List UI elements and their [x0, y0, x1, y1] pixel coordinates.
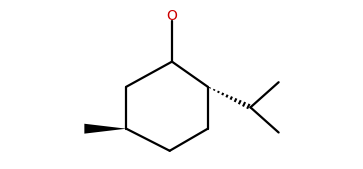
Polygon shape	[84, 124, 126, 134]
Text: O: O	[167, 9, 178, 23]
